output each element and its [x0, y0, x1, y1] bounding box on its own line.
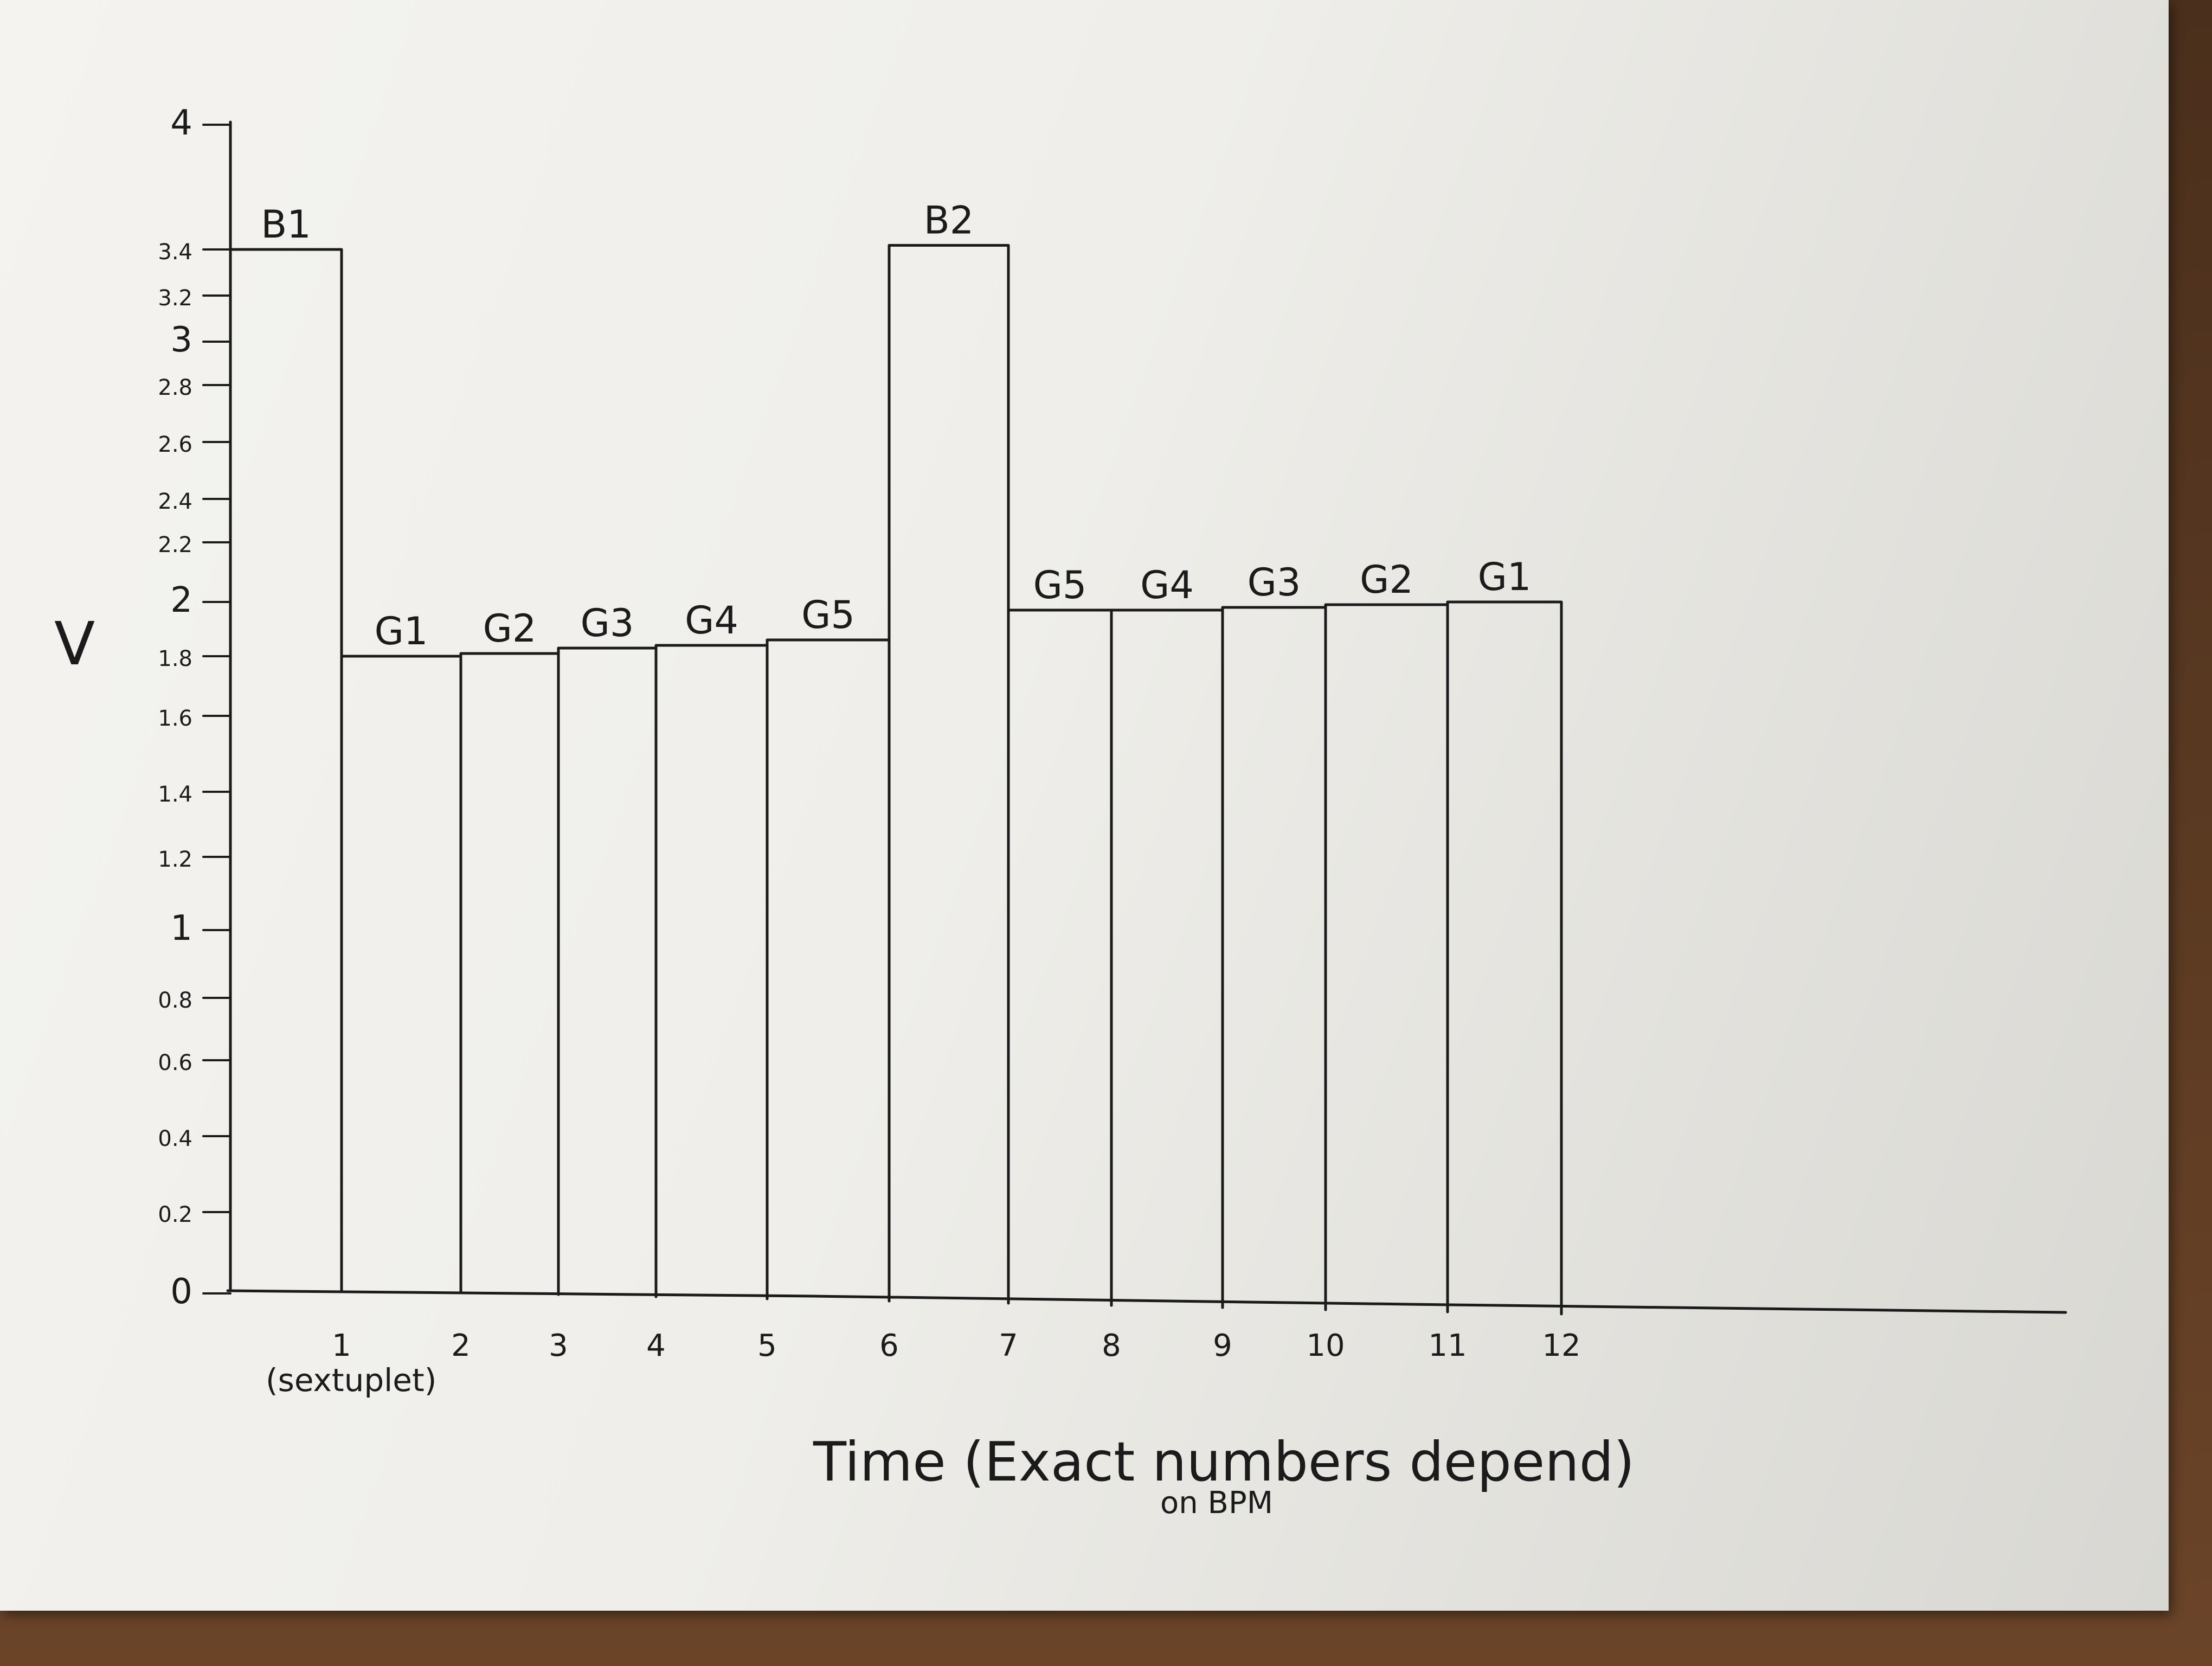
x-axis-line	[226, 1289, 2067, 1314]
bar	[1324, 603, 1449, 1313]
bar-label: G2	[1360, 558, 1413, 602]
bar-label: G4	[1140, 563, 1194, 607]
bar-label: G3	[1248, 560, 1301, 605]
x-tick-label: 5	[757, 1328, 777, 1363]
x-tick-label: 3	[549, 1328, 568, 1363]
x-tick-label: 9	[1213, 1328, 1232, 1363]
y-tick-label: 1.4	[158, 782, 192, 807]
x-tick-label: 8	[1102, 1328, 1121, 1363]
y-tick-label: 0.2	[158, 1202, 192, 1227]
x-tick-label: 7	[999, 1328, 1018, 1363]
x-tick-label: 2	[451, 1328, 471, 1363]
bar-label: G2	[483, 606, 537, 651]
axes	[202, 120, 2067, 1314]
bar	[654, 644, 769, 1300]
x-tick-label: 1	[332, 1328, 351, 1363]
bar-label: B1	[261, 202, 311, 247]
labels: V Time (Exact numbers depend) on BPM (se…	[54, 103, 1635, 1521]
bar	[459, 652, 560, 1296]
y-tick-label: 2.8	[158, 375, 192, 400]
bar	[557, 646, 658, 1298]
bar	[1007, 608, 1113, 1307]
bar	[340, 655, 462, 1294]
y-tick-label: 0.8	[158, 988, 192, 1013]
y-tick-label: 3.2	[158, 286, 192, 311]
x-tick-label: 10	[1306, 1328, 1345, 1363]
y-tick-label: 3.4	[158, 240, 192, 265]
y-tick-label: 2	[170, 580, 192, 620]
bar-label: G1	[1478, 555, 1532, 599]
bar-label: G1	[375, 609, 428, 653]
x-tick-label: 11	[1428, 1328, 1467, 1363]
y-tick-label: 2.4	[158, 489, 192, 514]
bar	[229, 248, 343, 1292]
y-tick-label: 0.6	[158, 1050, 192, 1075]
y-tick-label: 2.2	[158, 533, 192, 558]
bar-label: G5	[1033, 563, 1087, 607]
bar	[1446, 600, 1563, 1316]
bar	[1110, 608, 1224, 1309]
bar-label: B2	[924, 198, 974, 242]
bars	[229, 244, 1563, 1316]
x-tick-label: 12	[1542, 1328, 1580, 1363]
y-axis-label: V	[54, 609, 95, 678]
y-tick-label: 4	[170, 103, 192, 143]
bar	[888, 244, 1010, 1305]
y-tick-label: 1.8	[158, 646, 192, 671]
bar	[766, 638, 891, 1303]
bar	[1221, 606, 1327, 1311]
y-tick-label: 0	[170, 1272, 192, 1312]
bar-label: G5	[801, 593, 855, 637]
x-tick-label: 6	[879, 1328, 899, 1363]
x-axis-label-sub: on BPM	[1160, 1485, 1273, 1521]
bar-label: G4	[685, 598, 738, 643]
paper-sheet	[0, 0, 2169, 1611]
x-tick-label: 4	[646, 1328, 666, 1363]
x-axis-label: Time (Exact numbers depend)	[813, 1430, 1635, 1494]
bar-label: G3	[581, 601, 634, 645]
y-tick-label: 3	[170, 320, 192, 360]
y-tick-label: 1.6	[158, 706, 192, 731]
x-tick-note: (sextuplet)	[266, 1362, 436, 1399]
y-tick-label: 1.2	[158, 847, 192, 872]
y-tick-label: 2.6	[158, 432, 192, 457]
y-tick-label: 0.4	[158, 1126, 192, 1151]
y-tick-label: 1	[170, 908, 192, 949]
